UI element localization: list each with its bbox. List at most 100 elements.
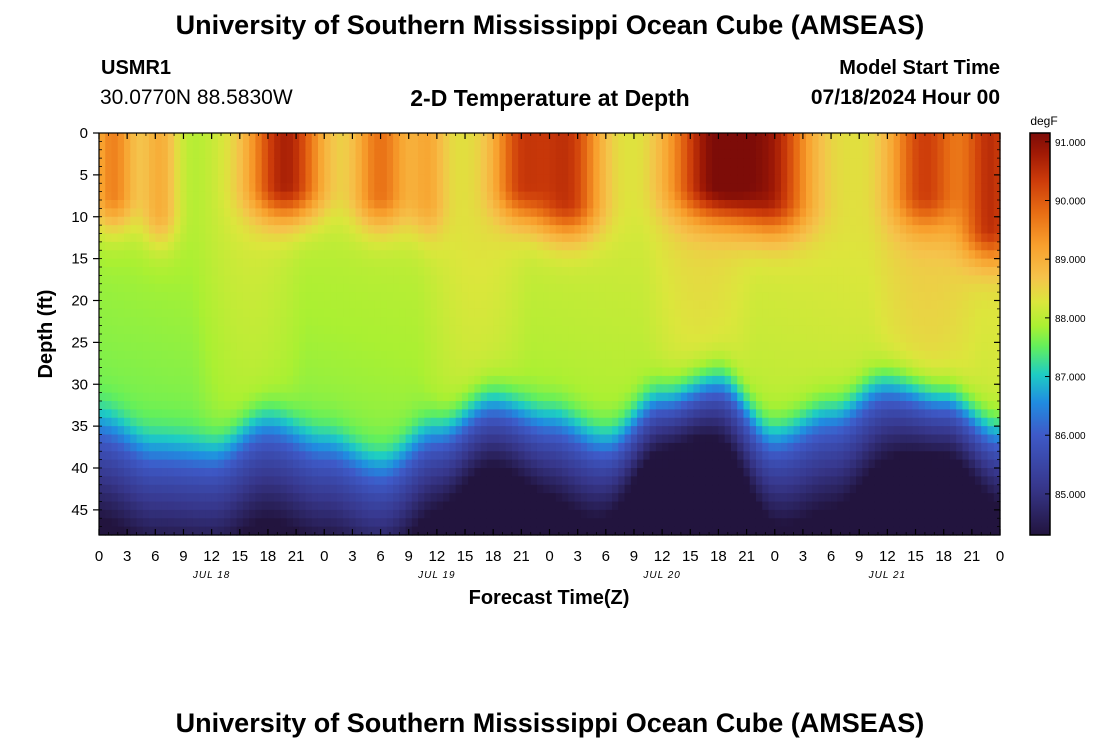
- heatmap-cell: [687, 417, 695, 427]
- heatmap-cell: [117, 191, 125, 201]
- heatmap-cell: [568, 267, 576, 276]
- heatmap-cell: [505, 275, 513, 285]
- heatmap-cell: [317, 267, 325, 276]
- heatmap-cell: [461, 225, 469, 235]
- heatmap-cell: [249, 216, 257, 226]
- heatmap-cell: [480, 216, 488, 226]
- heatmap-cell: [311, 350, 319, 360]
- heatmap-cell: [543, 367, 551, 377]
- heatmap-cell: [436, 501, 444, 511]
- heatmap-cell: [286, 267, 294, 276]
- heatmap-cell: [587, 308, 594, 318]
- heatmap-cell: [105, 250, 113, 260]
- heatmap-cell: [292, 468, 300, 477]
- heatmap-cell: [530, 208, 538, 218]
- heatmap-cell: [374, 317, 382, 327]
- heatmap-cell: [705, 133, 713, 142]
- heatmap-cell: [724, 476, 732, 486]
- heatmap-cell: [724, 283, 732, 293]
- heatmap-cell: [649, 401, 657, 410]
- heatmap-cell: [568, 241, 576, 251]
- heatmap-cell: [242, 141, 250, 151]
- heatmap-cell: [267, 392, 275, 402]
- heatmap-cell: [730, 183, 738, 193]
- heatmap-cell: [230, 476, 238, 486]
- heatmap-cell: [349, 375, 357, 385]
- heatmap-cell: [324, 375, 332, 385]
- heatmap-cell: [136, 317, 144, 327]
- heatmap-cell: [380, 183, 388, 193]
- heatmap-cell: [549, 292, 557, 302]
- heatmap-cell: [286, 250, 294, 260]
- heatmap-cell: [230, 191, 238, 201]
- heatmap-cell: [511, 476, 519, 486]
- heatmap-cell: [230, 518, 238, 528]
- heatmap-cell: [612, 509, 619, 519]
- heatmap-cell: [261, 518, 269, 528]
- heatmap-cell: [105, 384, 113, 394]
- heatmap-cell: [186, 350, 194, 360]
- heatmap-cell: [292, 518, 300, 528]
- heatmap-cell: [393, 401, 400, 410]
- heatmap-cell: [124, 300, 131, 310]
- heatmap-cell: [543, 509, 551, 519]
- heatmap-cell: [505, 509, 513, 519]
- heatmap-cell: [643, 451, 651, 461]
- heatmap-cell: [730, 275, 738, 285]
- heatmap-cell: [662, 334, 669, 343]
- heatmap-cell: [486, 350, 494, 360]
- heatmap-cell: [336, 300, 344, 310]
- heatmap-cell: [242, 493, 250, 503]
- heatmap-cell: [311, 292, 319, 302]
- heatmap-cell: [562, 166, 569, 176]
- heatmap-cell: [536, 158, 544, 168]
- heatmap-cell: [555, 509, 563, 519]
- heatmap-cell: [199, 250, 206, 260]
- heatmap-cell: [718, 501, 726, 511]
- heatmap-cell: [655, 501, 663, 511]
- heatmap-cell: [562, 350, 569, 360]
- heatmap-cell: [230, 342, 238, 352]
- heatmap-cell: [255, 468, 263, 477]
- heatmap-cell: [643, 317, 651, 327]
- heatmap-cell: [199, 476, 206, 486]
- heatmap-cell: [649, 208, 657, 218]
- heatmap-cell: [224, 225, 231, 235]
- heatmap-cell: [130, 292, 138, 302]
- heatmap-cell: [355, 468, 363, 477]
- heatmap-cell: [536, 325, 544, 335]
- heatmap-cell: [280, 476, 288, 486]
- heatmap-cell: [468, 141, 476, 151]
- heatmap-cell: [286, 350, 294, 360]
- heatmap-cell: [336, 417, 344, 427]
- heatmap-cell: [424, 342, 432, 352]
- heatmap-cell: [411, 233, 419, 243]
- heatmap-cell: [349, 417, 357, 427]
- heatmap-cell: [111, 434, 119, 444]
- heatmap-cell: [386, 183, 394, 193]
- heatmap-cell: [124, 509, 131, 519]
- heatmap-cell: [99, 283, 106, 293]
- heatmap-cell: [518, 258, 526, 268]
- heatmap-cell: [468, 241, 476, 251]
- heatmap-cell: [324, 133, 332, 142]
- heatmap-cell: [486, 484, 494, 494]
- heatmap-cell: [605, 434, 613, 444]
- heatmap-cell: [574, 367, 582, 377]
- heatmap-cell: [368, 509, 375, 519]
- heatmap-cell: [205, 350, 213, 360]
- heatmap-cell: [430, 208, 438, 218]
- heatmap-cell: [612, 392, 619, 402]
- heatmap-cell: [443, 484, 450, 494]
- heatmap-cell: [155, 434, 163, 444]
- heatmap-cell: [662, 417, 669, 427]
- heatmap-cell: [361, 409, 369, 419]
- heatmap-cell: [155, 459, 163, 469]
- heatmap-cell: [530, 484, 538, 494]
- heatmap-cell: [336, 267, 344, 276]
- heatmap-cell: [730, 484, 738, 494]
- heatmap-cell: [574, 241, 582, 251]
- heatmap-cell: [299, 208, 307, 218]
- heatmap-cell: [361, 200, 369, 209]
- heatmap-cell: [124, 392, 131, 402]
